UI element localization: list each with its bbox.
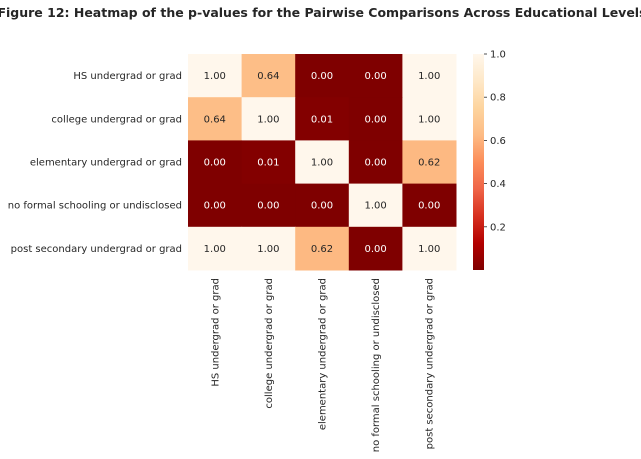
heatmap-cell <box>348 140 403 185</box>
heatmap-cell <box>402 226 457 271</box>
colorbar-tick-label: 1.0 <box>490 50 506 61</box>
cell-value-label: 0.00 <box>364 244 386 255</box>
colorbar-tick-label: 0.4 <box>490 179 506 190</box>
cell-value-label: 0.00 <box>204 201 226 212</box>
heatmap-cell <box>402 183 457 228</box>
heatmap-cell <box>402 140 457 185</box>
heatmap-cell <box>295 183 350 228</box>
row-tick-label: elementary undergrad or grad <box>30 158 182 169</box>
colorbar-ticks: 0.2 0.4 0.6 0.8 1.0 <box>484 50 506 233</box>
row-tick-labels: HS undergrad or grad college undergrad or… <box>8 71 182 255</box>
cell-value-label: 1.00 <box>418 244 440 255</box>
cell-value-label: 0.01 <box>311 114 333 125</box>
cell-value-label: 1.00 <box>311 158 333 169</box>
colorbar-tick-label: 0.2 <box>490 222 506 233</box>
heatmap-cell <box>402 97 457 141</box>
colorbar-tick-label: 0.8 <box>490 93 506 104</box>
heatmap-cell <box>241 54 296 98</box>
heatmap-cell <box>348 226 403 271</box>
cell-value-label: 1.00 <box>204 244 226 255</box>
cell-value-label: 0.62 <box>418 158 440 169</box>
column-tick-label: post secondary undergrad or grad <box>425 278 436 449</box>
cell-value-label: 0.64 <box>257 71 279 82</box>
cell-value-label: 1.00 <box>418 114 440 125</box>
cell-value-label: 1.00 <box>257 244 279 255</box>
heatmap-cell <box>241 183 296 228</box>
row-tick-label: college undergrad or grad <box>51 114 182 125</box>
row-tick-label: HS undergrad or grad <box>73 71 182 82</box>
row-tick-label: no formal schooling or undisclosed <box>8 201 182 212</box>
heatmap-cell <box>188 183 243 228</box>
colorbar-tick-label: 0.6 <box>490 136 506 147</box>
cell-value-label: 0.00 <box>311 71 333 82</box>
cell-value-label: 1.00 <box>257 114 279 125</box>
column-tick-labels: HS undergrad or grad college undergrad or… <box>210 278 435 452</box>
heatmap-cell <box>241 226 296 271</box>
cell-value-label: 1.00 <box>204 71 226 82</box>
cell-value-label: 1.00 <box>364 201 386 212</box>
column-tick-label: HS undergrad or grad <box>210 278 221 387</box>
heatmap-cell <box>241 140 296 185</box>
heatmap-cell <box>295 226 350 271</box>
column-tick-label: no formal schooling or undisclosed <box>371 278 382 452</box>
heatmap-cell <box>188 140 243 185</box>
cell-value-label: 0.00 <box>418 201 440 212</box>
heatmap-cell <box>295 97 350 141</box>
cell-value-label: 0.64 <box>204 114 226 125</box>
cell-value-label: 0.00 <box>364 158 386 169</box>
heatmap-cell <box>295 140 350 185</box>
colorbar <box>473 54 484 270</box>
heatmap-cell <box>348 54 403 98</box>
cell-value-label: 0.62 <box>311 244 333 255</box>
cell-value-label: 0.00 <box>311 201 333 212</box>
heatmap-cell <box>188 226 243 271</box>
cell-value-label: 1.00 <box>418 71 440 82</box>
heatmap-cell <box>241 97 296 141</box>
heatmap-cell <box>295 54 350 98</box>
heatmap-cell <box>188 97 243 141</box>
heatmap-cells: 1.00 0.64 0.00 0.00 1.00 0.64 1.00 0.01 0.00 1.00… <box>188 54 457 271</box>
heatmap-cell <box>348 183 403 228</box>
cell-value-label: 0.01 <box>257 158 279 169</box>
cell-value-label: 0.00 <box>257 201 279 212</box>
cell-value-label: 0.00 <box>364 71 386 82</box>
cell-value-label: 0.00 <box>364 114 386 125</box>
heatmap-cell <box>348 97 403 141</box>
cell-value-label: 0.00 <box>204 158 226 169</box>
chart-title: Figure 12: Heatmap of the p-values for t… <box>0 5 641 20</box>
column-tick-label: college undergrad or grad <box>264 278 275 409</box>
heatmap-cell <box>402 54 457 98</box>
heatmap-cell <box>188 54 243 98</box>
column-tick-label: elementary undergrad or grad <box>318 278 329 430</box>
row-tick-label: post secondary undergrad or grad <box>11 244 182 255</box>
